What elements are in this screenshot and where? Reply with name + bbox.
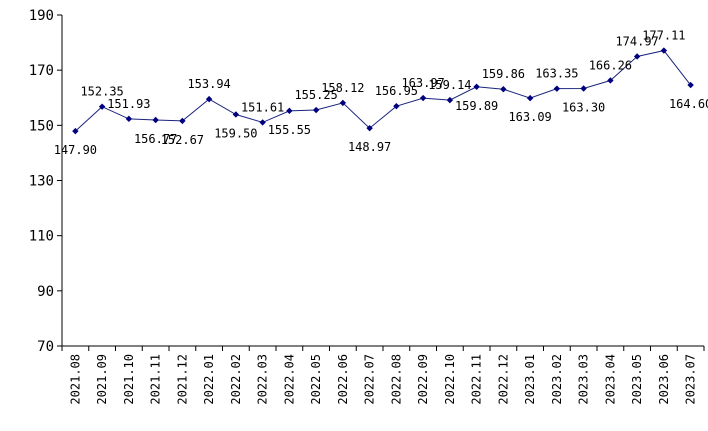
data-label: 177.11 (642, 29, 685, 43)
data-label: 158.12 (321, 81, 364, 95)
data-label: 153.94 (187, 77, 230, 91)
data-point (633, 53, 641, 60)
x-tick-label: 2023.01 (523, 354, 537, 405)
x-tick-label: 2021.09 (95, 354, 109, 405)
data-label: 163.97 (401, 76, 444, 90)
data-point (687, 81, 694, 89)
x-tick-label: 2021.08 (68, 354, 82, 405)
data-point (205, 95, 213, 103)
x-tick-label: 2022.01 (202, 354, 216, 405)
data-label: 147.90 (54, 143, 97, 157)
series (72, 47, 694, 135)
data-label: 155.55 (268, 123, 311, 137)
data-point (473, 83, 480, 90)
x-tick-label: 2021.10 (122, 354, 136, 405)
data-point (419, 94, 427, 102)
data-point (553, 85, 561, 92)
x-tick-label: 2021.11 (149, 354, 163, 405)
y-tick-label: 110 (29, 229, 54, 245)
data-label: 166.26 (589, 58, 632, 72)
y-tick-label: 170 (29, 63, 54, 79)
x-tick-label: 2022.02 (229, 354, 243, 405)
data-point (660, 47, 668, 54)
data-label: 156.77 (134, 132, 177, 146)
data-label: 151.61 (241, 100, 284, 114)
x-tick-label: 2022.11 (470, 354, 484, 405)
x-tick-label: 2022.06 (336, 354, 350, 405)
data-point (179, 117, 186, 125)
x-axis-ticks: 2021.08 2021.09 2021.10 2021.11 2021.12 2022.… (61, 346, 705, 405)
data-point (259, 119, 266, 126)
x-tick-label: 2022.08 (389, 354, 403, 405)
series-line (75, 50, 691, 132)
y-tick-label: 90 (37, 284, 54, 300)
data-point (98, 103, 106, 110)
data-label: 152.67 (161, 133, 204, 147)
x-tick-label: 2023.06 (657, 354, 671, 405)
data-point (446, 96, 454, 104)
data-point (580, 85, 587, 92)
data-label: 163.35 (535, 67, 578, 81)
x-tick-label: 2023.05 (630, 354, 644, 405)
data-point (232, 111, 240, 118)
data-point (366, 124, 373, 132)
y-axis-ticks: 70 90 110 130 150 170 190 (29, 8, 62, 355)
data-label: 152.35 (80, 85, 123, 99)
x-tick-label: 2023.07 (684, 354, 698, 405)
x-tick-label: 2023.03 (577, 354, 591, 405)
x-tick-label: 2022.12 (496, 354, 510, 405)
data-point (339, 99, 347, 107)
y-tick-label: 70 (37, 339, 54, 355)
data-label: 159.50 (214, 126, 257, 140)
data-point (607, 77, 614, 84)
data-label: 156.95 (375, 84, 418, 98)
data-point (286, 107, 293, 115)
data-point (125, 115, 133, 123)
y-tick-label: 150 (29, 118, 54, 134)
data-point (500, 86, 507, 93)
data-label: 164.60 (669, 97, 708, 111)
data-point (393, 102, 400, 110)
x-tick-label: 2023.04 (603, 354, 617, 405)
data-point (152, 116, 159, 124)
data-label: 155.25 (294, 88, 337, 102)
data-label: 159.89 (455, 99, 498, 113)
x-tick-label: 2022.04 (282, 354, 296, 405)
data-point (526, 94, 534, 102)
x-tick-label: 2023.02 (550, 354, 564, 405)
y-tick-label: 130 (29, 174, 54, 190)
data-point (312, 106, 320, 114)
x-tick-label: 2022.10 (443, 354, 457, 405)
data-label: 163.09 (508, 110, 551, 124)
x-tick-label: 2022.03 (256, 354, 270, 405)
x-tick-label: 2022.05 (309, 354, 323, 405)
x-tick-label: 2022.07 (363, 354, 377, 405)
data-label: 159.14 (428, 78, 471, 92)
data-label: 163.30 (562, 101, 605, 115)
data-label: 159.86 (482, 67, 525, 81)
data-point (72, 127, 79, 135)
data-label: 151.93 (107, 97, 150, 111)
data-label: 174.97 (615, 34, 658, 48)
data-label: 148.97 (348, 140, 391, 154)
y-tick-label: 190 (29, 8, 54, 24)
x-tick-label: 2021.12 (175, 354, 189, 405)
x-tick-label: 2022.09 (416, 354, 430, 405)
